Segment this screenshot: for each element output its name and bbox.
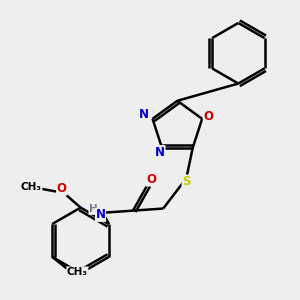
Text: O: O: [203, 110, 214, 123]
Text: O: O: [146, 173, 156, 186]
Text: CH₃: CH₃: [67, 267, 88, 277]
Text: S: S: [182, 175, 190, 188]
Text: CH₃: CH₃: [21, 182, 42, 192]
Text: H: H: [89, 204, 98, 214]
Text: N: N: [96, 208, 106, 221]
Text: O: O: [57, 182, 67, 195]
Text: N: N: [139, 108, 149, 121]
Text: N: N: [155, 146, 165, 159]
